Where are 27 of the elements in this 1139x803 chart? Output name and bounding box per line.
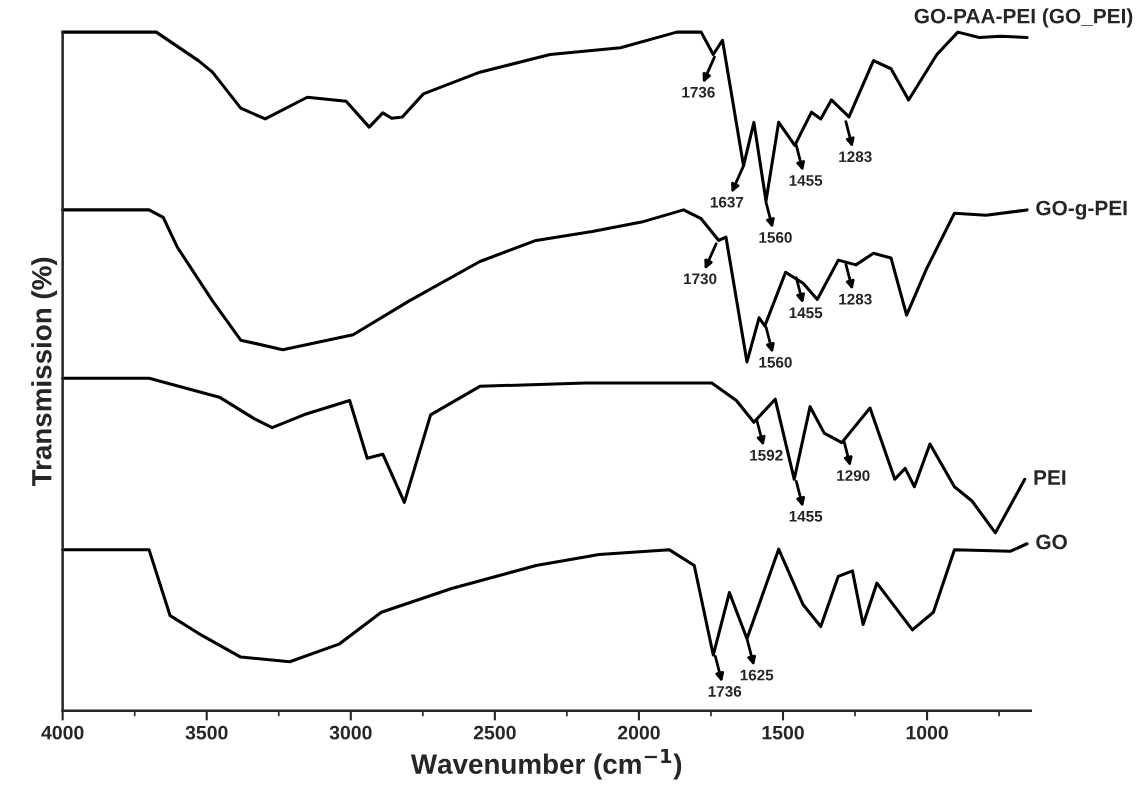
annotation: 1455 <box>789 511 823 522</box>
series-label: PEI <box>1034 470 1066 485</box>
annotation: 1560 <box>759 232 792 243</box>
annotation: 1290 <box>837 470 870 482</box>
annotation: 1637 <box>710 196 744 208</box>
y-axis-title: Transmission (%) <box>31 257 58 487</box>
annotation: 1455 <box>789 307 823 319</box>
annotation: 1283 <box>839 151 872 163</box>
series-label: GO-g-PEI <box>1036 200 1127 220</box>
x-tick-label: 4000 <box>41 725 84 740</box>
annotation: 1730 <box>684 273 717 285</box>
x-tick-label: 1000 <box>906 725 948 740</box>
annotation: 1736 <box>708 685 742 697</box>
annotation: 1560 <box>759 356 792 368</box>
x-tick-label: 1500 <box>762 725 804 740</box>
x-tick-label: 3500 <box>185 725 228 740</box>
x-tick-label: 2500 <box>473 725 516 740</box>
annotation: 1455 <box>789 175 823 186</box>
x-tick-label: 2000 <box>617 725 660 740</box>
x-tick-label: 3000 <box>329 725 372 740</box>
annotation: 1625 <box>740 669 774 681</box>
x-axis-title: Wavenumber (cm$^{−1}$) <box>410 748 682 780</box>
annotation: 1736 <box>682 86 715 98</box>
annotation: 1283 <box>839 293 872 305</box>
series-label: GO-PAA-PEI (GO_PEI) <box>914 8 1133 28</box>
series-label: GO <box>1036 534 1067 550</box>
annotation: 1592 <box>750 449 783 461</box>
